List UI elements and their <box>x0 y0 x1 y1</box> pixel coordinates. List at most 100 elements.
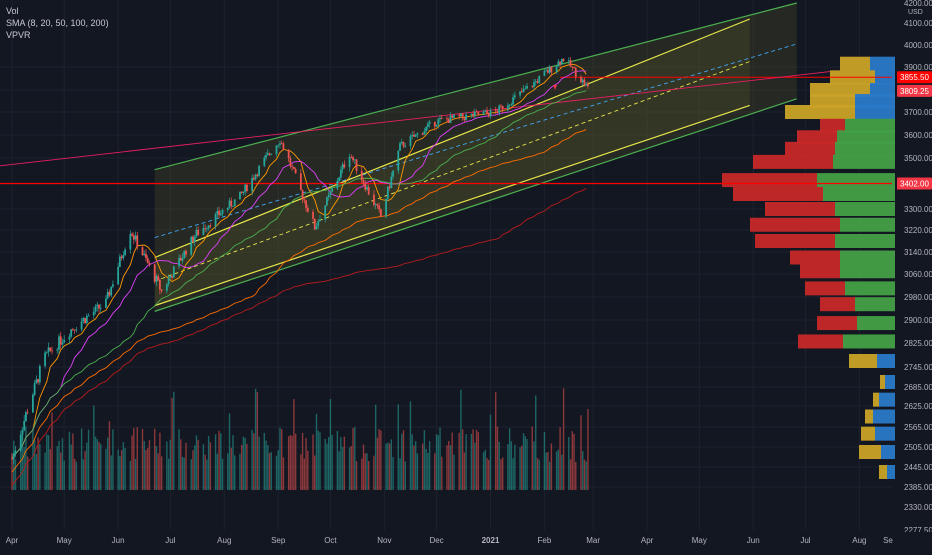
candle-body[interactable] <box>31 394 34 413</box>
candle-body[interactable] <box>159 279 161 290</box>
candle-body[interactable] <box>571 66 574 68</box>
candle-body[interactable] <box>324 205 327 220</box>
candle-body[interactable] <box>63 339 66 343</box>
candle-body[interactable] <box>209 225 212 227</box>
candle-body[interactable] <box>522 88 525 93</box>
candle-body[interactable] <box>72 329 74 331</box>
candle-body[interactable] <box>202 228 205 235</box>
candle-body[interactable] <box>117 266 120 285</box>
candle-body[interactable] <box>559 61 561 65</box>
candle-body[interactable] <box>110 286 113 296</box>
candle-body[interactable] <box>513 95 516 98</box>
channel-lower-line[interactable] <box>154 104 750 307</box>
candle-body[interactable] <box>25 412 27 422</box>
candle-body[interactable] <box>386 186 389 199</box>
candle-body[interactable] <box>524 88 527 90</box>
candle-body[interactable] <box>134 235 137 240</box>
candle-body[interactable] <box>19 434 22 451</box>
candle-body[interactable] <box>282 143 285 150</box>
candle-body[interactable] <box>392 170 394 177</box>
candle-body[interactable] <box>268 153 271 155</box>
price-badge[interactable] <box>897 71 932 84</box>
trend-line[interactable] <box>0 71 830 167</box>
candle-body[interactable] <box>68 336 71 340</box>
candle-body[interactable] <box>433 121 436 127</box>
candle-body[interactable] <box>148 263 151 265</box>
candle-body[interactable] <box>336 180 339 189</box>
candle-body[interactable] <box>543 70 546 76</box>
candle-body[interactable] <box>11 458 13 460</box>
candle-body[interactable] <box>364 183 367 190</box>
candle-body[interactable] <box>112 284 114 287</box>
candle-body[interactable] <box>190 236 193 255</box>
candle-body[interactable] <box>581 79 584 83</box>
candle-body[interactable] <box>244 184 247 192</box>
candle-body[interactable] <box>338 177 341 181</box>
candle-body[interactable] <box>246 184 248 192</box>
candle-body[interactable] <box>289 158 292 166</box>
candle-body[interactable] <box>56 349 59 351</box>
candle-body[interactable] <box>534 81 537 83</box>
candle-body[interactable] <box>465 114 468 120</box>
candle-body[interactable] <box>181 257 184 261</box>
candle-body[interactable] <box>470 113 473 115</box>
candle-body[interactable] <box>254 174 257 180</box>
candle-body[interactable] <box>263 157 266 166</box>
candle-body[interactable] <box>242 191 245 193</box>
candle-body[interactable] <box>165 284 168 291</box>
candle-body[interactable] <box>96 304 99 307</box>
candle-body[interactable] <box>580 76 582 83</box>
candle-body[interactable] <box>421 133 424 135</box>
candle-body[interactable] <box>207 225 210 229</box>
candle-body[interactable] <box>270 154 273 155</box>
candle-body[interactable] <box>61 342 64 345</box>
candle-body[interactable] <box>385 198 387 217</box>
candle-body[interactable] <box>496 111 499 113</box>
candle-body[interactable] <box>160 289 163 291</box>
candle-body[interactable] <box>124 249 126 256</box>
candle-body[interactable] <box>136 235 139 248</box>
candle-body[interactable] <box>440 117 443 119</box>
candle-body[interactable] <box>428 121 431 124</box>
candle-body[interactable] <box>512 97 515 105</box>
candle-body[interactable] <box>167 278 170 285</box>
price-badge[interactable] <box>897 84 932 97</box>
candle-body[interactable] <box>341 164 344 170</box>
candle-body[interactable] <box>279 143 281 145</box>
channel-upper-line[interactable] <box>154 18 750 259</box>
candle-body[interactable] <box>287 149 290 159</box>
candle-body[interactable] <box>574 67 577 77</box>
candle-body[interactable] <box>560 59 563 65</box>
candle-body[interactable] <box>275 145 278 155</box>
candle-body[interactable] <box>583 79 586 86</box>
candle-body[interactable] <box>569 60 572 67</box>
candle-body[interactable] <box>26 412 29 414</box>
candle-body[interactable] <box>99 307 102 309</box>
candle-body[interactable] <box>388 186 391 189</box>
candle-body[interactable] <box>197 229 200 235</box>
candle-body[interactable] <box>82 318 85 322</box>
candle-body[interactable] <box>105 298 107 308</box>
candle-body[interactable] <box>352 157 354 161</box>
candle-body[interactable] <box>451 115 454 118</box>
candle-body[interactable] <box>155 276 158 282</box>
candle-body[interactable] <box>449 115 452 123</box>
candle-body[interactable] <box>404 146 407 147</box>
candle-body[interactable] <box>291 165 294 167</box>
candle-body[interactable] <box>326 197 328 206</box>
candle-body[interactable] <box>85 315 88 324</box>
candle-body[interactable] <box>47 347 50 352</box>
candle-body[interactable] <box>507 105 509 110</box>
candle-body[interactable] <box>252 177 255 180</box>
candle-body[interactable] <box>171 276 173 278</box>
candle-body[interactable] <box>233 199 236 207</box>
candle-body[interactable] <box>120 256 123 259</box>
candle-body[interactable] <box>219 213 222 216</box>
candle-body[interactable] <box>331 188 334 192</box>
candle-body[interactable] <box>98 304 100 309</box>
candle-body[interactable] <box>343 164 346 168</box>
candle-body[interactable] <box>425 126 428 132</box>
candle-body[interactable] <box>230 200 233 207</box>
candle-body[interactable] <box>498 105 501 113</box>
